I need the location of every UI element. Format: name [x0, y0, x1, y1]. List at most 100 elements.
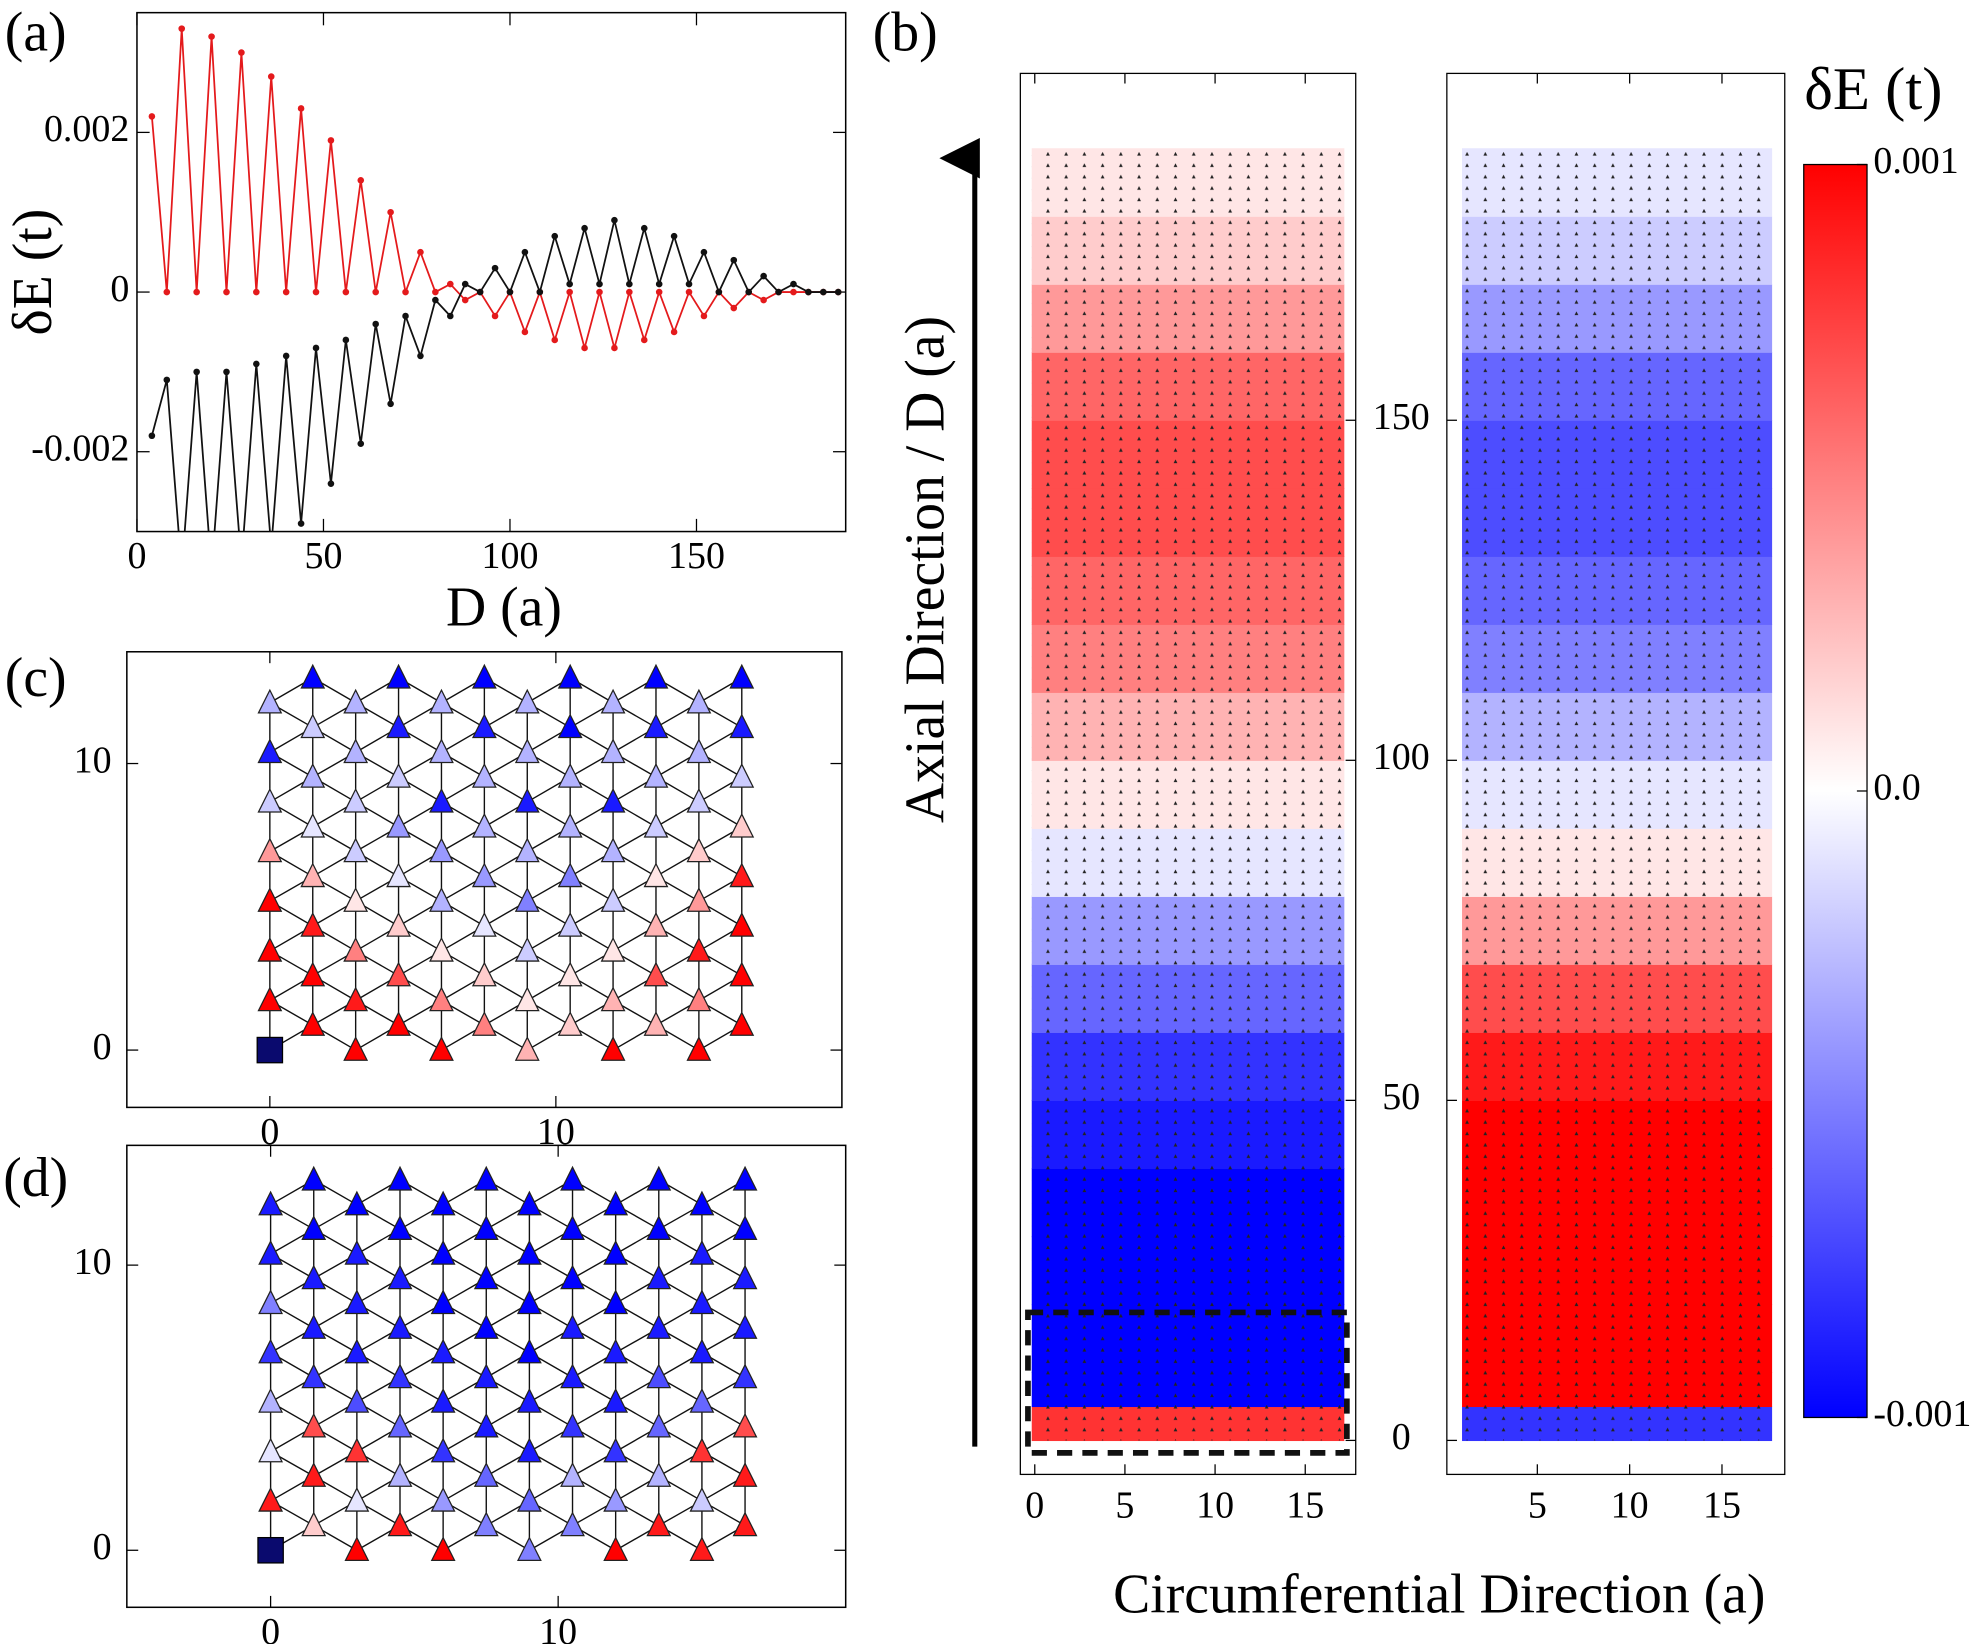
plot-frame	[136, 11, 847, 533]
site-marker	[600, 688, 626, 714]
site-marker	[430, 1239, 456, 1265]
data-point	[432, 288, 439, 296]
site-marker	[429, 837, 454, 863]
data-point	[626, 288, 633, 296]
x-tick-label: 0	[1025, 1484, 1044, 1526]
site-marker	[343, 688, 369, 714]
site-marker	[643, 663, 669, 689]
site-marker	[430, 1338, 456, 1364]
data-point	[715, 288, 723, 296]
site-marker	[643, 862, 669, 888]
data-point	[476, 288, 484, 296]
site-marker	[732, 1314, 758, 1339]
site-marker	[387, 1462, 413, 1487]
site-marker	[386, 862, 411, 888]
colorbar-tick-label: -0.001	[1873, 1393, 1971, 1435]
site-marker	[386, 762, 411, 788]
data-point	[536, 288, 544, 296]
site-marker	[557, 1011, 583, 1036]
site-marker	[387, 1264, 413, 1290]
site-marker	[386, 713, 411, 739]
x-tick-label: 50	[304, 535, 342, 577]
site-marker	[429, 688, 454, 714]
impurity-site	[256, 1036, 284, 1064]
series-line	[151, 28, 839, 352]
data-point	[611, 344, 618, 352]
site-marker	[603, 1338, 629, 1364]
site-marker	[258, 1486, 284, 1512]
data-point	[372, 288, 379, 296]
site-marker	[686, 787, 712, 813]
data-point	[551, 336, 559, 344]
site-marker	[258, 1387, 284, 1413]
site-marker	[646, 1264, 672, 1290]
site-marker	[430, 1387, 456, 1413]
data-point	[685, 288, 693, 296]
site-marker	[301, 1215, 327, 1240]
data-point	[238, 560, 245, 567]
site-marker	[516, 1338, 542, 1364]
site-marker	[729, 911, 755, 937]
data-point	[282, 288, 290, 296]
site-marker	[301, 1412, 327, 1438]
site-marker	[643, 1011, 669, 1036]
site-marker	[560, 1314, 585, 1339]
data-point	[208, 33, 215, 40]
site-marker	[300, 961, 326, 987]
x-tick-label: 100	[482, 535, 539, 577]
plot-area	[148, 25, 842, 567]
site-marker	[646, 1363, 672, 1389]
site-marker	[429, 936, 454, 962]
y-axis-label: Axial Direction / D (a)	[894, 316, 956, 823]
data-point	[342, 288, 350, 296]
site-marker	[257, 787, 283, 813]
x-tick-label: 5	[1115, 1484, 1134, 1526]
site-marker	[560, 1511, 585, 1537]
site-marker	[429, 1036, 454, 1061]
data-point	[342, 336, 350, 344]
site-marker	[560, 1363, 585, 1389]
x-tick-label: 0	[127, 535, 146, 577]
site-marker	[344, 1190, 370, 1216]
site-marker	[689, 1338, 715, 1364]
site-marker	[600, 738, 626, 764]
site-marker	[301, 1363, 327, 1389]
y-tick-label: 10	[74, 1241, 112, 1283]
panel-label: (c)	[5, 647, 67, 709]
data-point	[223, 288, 230, 296]
site-marker	[386, 663, 411, 689]
site-marker	[516, 1190, 542, 1216]
y-tick-label: -0.002	[31, 427, 129, 469]
site-marker	[514, 1036, 540, 1061]
colorbar-tick-label: 0.001	[1873, 140, 1958, 182]
site-marker	[301, 1314, 327, 1339]
site-marker	[689, 1486, 715, 1512]
y-tick-label: 150	[1373, 396, 1430, 438]
data-point	[790, 280, 797, 288]
site-marker	[729, 663, 755, 689]
site-marker	[646, 1511, 672, 1537]
site-marker	[300, 1011, 326, 1036]
site-marker	[387, 1363, 413, 1389]
data-point	[447, 312, 454, 320]
site-marker	[689, 1289, 715, 1315]
site-marker	[732, 1511, 758, 1537]
site-marker	[557, 812, 583, 838]
data-point	[327, 137, 335, 144]
data-point	[178, 25, 186, 32]
site-marker	[258, 1239, 284, 1265]
site-marker	[643, 961, 669, 987]
site-marker	[430, 1536, 456, 1562]
data-point	[193, 288, 200, 296]
x-axis-label: Circumferential Direction (a)	[1113, 1563, 1765, 1625]
site-marker	[429, 986, 454, 1012]
site-marker	[514, 688, 540, 714]
site-marker	[686, 936, 712, 962]
site-marker	[343, 787, 369, 813]
site-marker	[387, 1511, 413, 1537]
site-marker	[557, 961, 583, 987]
site-marker	[557, 911, 583, 937]
y-axis-label: δE (t)	[2, 209, 64, 336]
site-marker	[514, 887, 540, 912]
site-marker	[473, 1412, 499, 1438]
